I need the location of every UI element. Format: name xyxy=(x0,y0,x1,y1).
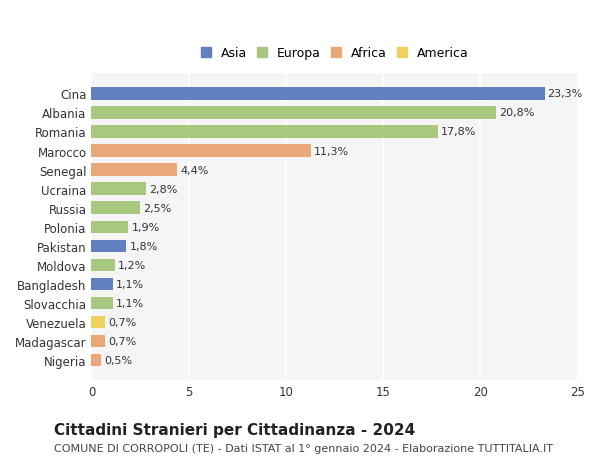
Bar xyxy=(91,316,105,328)
Text: COMUNE DI CORROPOLI (TE) - Dati ISTAT al 1° gennaio 2024 - Elaborazione TUTTITAL: COMUNE DI CORROPOLI (TE) - Dati ISTAT al… xyxy=(54,443,553,453)
Text: 4,4%: 4,4% xyxy=(180,165,208,175)
Bar xyxy=(91,297,113,309)
Text: 1,1%: 1,1% xyxy=(116,279,144,289)
Text: 2,5%: 2,5% xyxy=(143,203,171,213)
Bar xyxy=(91,259,115,271)
Bar xyxy=(91,164,177,176)
Bar xyxy=(91,183,146,196)
Bar xyxy=(91,354,101,366)
Legend: Asia, Europa, Africa, America: Asia, Europa, Africa, America xyxy=(197,44,472,64)
Text: 23,3%: 23,3% xyxy=(547,89,583,99)
Bar xyxy=(91,88,545,101)
Text: Cittadini Stranieri per Cittadinanza - 2024: Cittadini Stranieri per Cittadinanza - 2… xyxy=(54,422,415,437)
Bar xyxy=(91,335,105,347)
Text: 17,8%: 17,8% xyxy=(440,127,476,137)
Text: 0,7%: 0,7% xyxy=(108,336,136,346)
Text: 1,2%: 1,2% xyxy=(118,260,146,270)
Text: 0,5%: 0,5% xyxy=(104,355,132,365)
Bar xyxy=(91,126,437,138)
Text: 1,8%: 1,8% xyxy=(130,241,158,251)
Text: 0,7%: 0,7% xyxy=(108,317,136,327)
Text: 20,8%: 20,8% xyxy=(499,108,534,118)
Text: 2,8%: 2,8% xyxy=(149,184,177,194)
Text: 1,1%: 1,1% xyxy=(116,298,144,308)
Text: 1,9%: 1,9% xyxy=(131,222,160,232)
Bar xyxy=(91,145,311,157)
Bar xyxy=(91,278,113,291)
Bar xyxy=(91,240,127,252)
Bar xyxy=(91,221,128,233)
Bar xyxy=(91,107,496,119)
Bar xyxy=(91,202,140,214)
Text: 11,3%: 11,3% xyxy=(314,146,349,156)
